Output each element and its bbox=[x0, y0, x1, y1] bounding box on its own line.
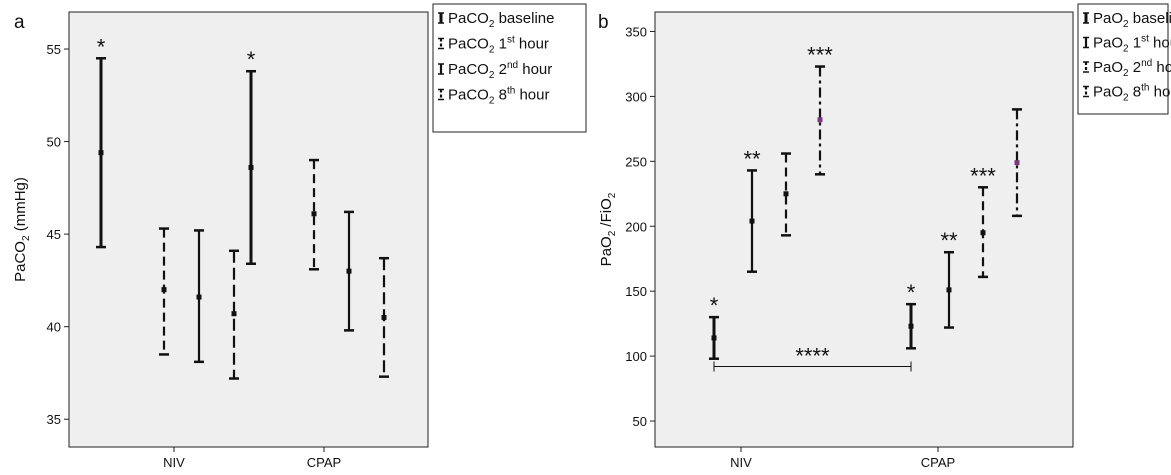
legend-item: PaO2 baseline bbox=[1083, 10, 1171, 30]
legend-item: PaO2 8th hour bbox=[1083, 83, 1171, 104]
bracket-label: **** bbox=[795, 343, 830, 368]
legend-item: PaO2 1st hour bbox=[1083, 34, 1171, 55]
error-bar: * bbox=[246, 47, 256, 265]
significance-mark: ** bbox=[940, 228, 958, 253]
error-bar bbox=[229, 249, 239, 380]
y-tick-label: 100 bbox=[625, 349, 647, 364]
y-tick-label: 50 bbox=[47, 135, 61, 150]
legend-label: PaO2 8th hour bbox=[1093, 83, 1171, 104]
error-bar bbox=[194, 229, 204, 364]
error-bar: ** bbox=[940, 228, 958, 329]
mean-marker bbox=[908, 323, 914, 329]
y-tick-label: 350 bbox=[625, 24, 647, 39]
legend-label: PaCO2 8th hour bbox=[448, 86, 549, 107]
legend: PaO2 baseline PaO2 1st hour PaO2 2nd hour P… bbox=[1077, 3, 1171, 115]
legend-label: PaCO2 baseline bbox=[448, 10, 554, 30]
mean-marker bbox=[381, 314, 387, 320]
x-tick-label: CPAP bbox=[921, 455, 955, 470]
y-tick-label: 40 bbox=[47, 320, 61, 335]
legend-box bbox=[1077, 3, 1169, 115]
mean-marker bbox=[161, 287, 167, 293]
plot-area bbox=[654, 11, 1074, 448]
x-tick-label: NIV bbox=[163, 455, 185, 470]
legend-label: PaO2 1st hour bbox=[1093, 34, 1171, 55]
x-tick-label: NIV bbox=[730, 455, 752, 470]
legend: PaCO2 baseline PaCO2 1st hour PaCO2 2nd ho… bbox=[432, 3, 587, 133]
error-bar: * bbox=[709, 293, 719, 360]
mean-marker bbox=[749, 218, 755, 224]
error-bar bbox=[379, 256, 389, 378]
error-bar: *** bbox=[970, 163, 996, 279]
mean-marker bbox=[98, 150, 104, 156]
error-bar: ** bbox=[743, 146, 761, 273]
x-tick-label: CPAP bbox=[307, 455, 341, 470]
y-tick-label: 55 bbox=[47, 42, 61, 57]
legend-item: PaO2 2nd hour bbox=[1083, 58, 1171, 79]
significance-mark: * bbox=[247, 47, 256, 72]
significance-mark: ** bbox=[743, 146, 761, 171]
error-bar bbox=[781, 152, 791, 237]
mean-marker bbox=[946, 287, 952, 293]
error-bar bbox=[309, 158, 319, 271]
y-tick-label: 200 bbox=[625, 219, 647, 234]
y-tick-label: 45 bbox=[47, 227, 61, 242]
legend-label: PaCO2 2nd hour bbox=[448, 60, 552, 81]
mean-marker bbox=[346, 268, 352, 274]
mean-marker bbox=[248, 164, 254, 170]
error-bar bbox=[159, 227, 169, 356]
panel-label: b bbox=[598, 12, 609, 33]
error-bar bbox=[1012, 108, 1022, 218]
mean-marker bbox=[817, 117, 823, 123]
y-tick-label: 50 bbox=[633, 414, 647, 429]
error-bar bbox=[344, 210, 354, 332]
panel-a: a 35 40 45 50 55 NIV CPAP PaCO2 (mmHg) * * PaCO2 ba… bbox=[12, 3, 587, 470]
legend-item: PaCO2 2nd hour bbox=[438, 60, 552, 81]
comparison-bracket: **** bbox=[713, 343, 912, 372]
significance-mark: * bbox=[97, 34, 106, 59]
legend-item: PaCO2 1st hour bbox=[438, 35, 549, 56]
mean-marker bbox=[711, 335, 717, 341]
significance-mark: * bbox=[907, 280, 916, 305]
legend-label: PaO2 baseline bbox=[1093, 10, 1171, 30]
legend-item: PaCO2 8th hour bbox=[438, 86, 549, 107]
significance-mark: *** bbox=[807, 43, 833, 68]
panel-label: a bbox=[14, 12, 25, 33]
significance-mark: *** bbox=[970, 163, 996, 188]
legend-label: PaCO2 1st hour bbox=[448, 35, 549, 56]
mean-marker bbox=[980, 230, 986, 236]
y-axis-label: PaO2 /FiO2 bbox=[598, 192, 618, 266]
legend-label: PaO2 2nd hour bbox=[1093, 58, 1171, 79]
plot-area bbox=[68, 11, 429, 448]
y-tick-label: 150 bbox=[625, 284, 647, 299]
mean-marker bbox=[231, 311, 237, 317]
mean-marker bbox=[783, 191, 789, 197]
mean-marker bbox=[1014, 160, 1020, 166]
y-tick-label: 300 bbox=[625, 89, 647, 104]
legend-item: PaCO2 baseline bbox=[438, 10, 554, 30]
y-tick-label: 250 bbox=[625, 154, 647, 169]
significance-mark: * bbox=[710, 293, 719, 318]
error-bar: * bbox=[906, 280, 916, 350]
mean-marker bbox=[311, 211, 317, 217]
y-tick-label: 35 bbox=[47, 412, 61, 427]
y-axis-label: PaCO2 (mmHg) bbox=[12, 177, 32, 282]
error-bar: * bbox=[96, 34, 106, 249]
mean-marker bbox=[196, 294, 202, 300]
legend-box bbox=[432, 3, 587, 133]
error-bar: *** bbox=[807, 43, 833, 176]
